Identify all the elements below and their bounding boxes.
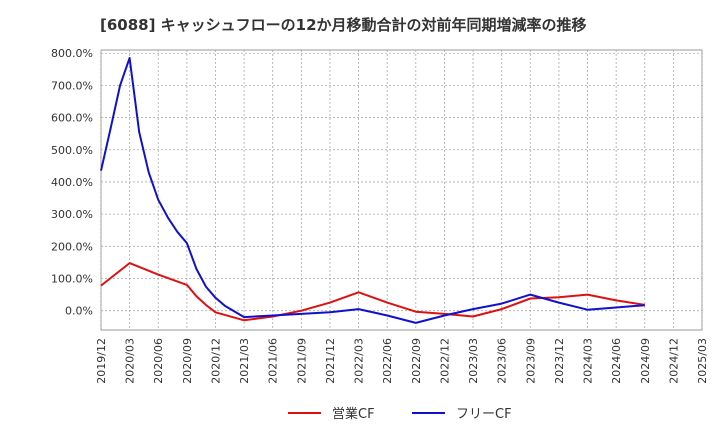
chart-title: [6088] キャッシュフローの12か月移動合計の対前年同期増減率の推移 — [100, 16, 587, 34]
x-tick-label: 2021/12 — [324, 338, 337, 384]
y-tick-label: 100.0% — [51, 273, 93, 286]
y-tick-label: 800.0% — [51, 47, 93, 60]
x-tick-label: 2022/09 — [410, 338, 423, 384]
x-tick-label: 2023/12 — [553, 338, 566, 384]
y-tick-label: 600.0% — [51, 112, 93, 125]
y-tick-label: 500.0% — [51, 144, 93, 157]
series-line-2 — [100, 57, 645, 324]
x-tick-label: 2022/03 — [353, 338, 366, 384]
series-layer — [100, 57, 645, 324]
y-tick-label: 300.0% — [51, 208, 93, 221]
y-tick-label: 400.0% — [51, 176, 93, 189]
x-tick-label: 2025/03 — [696, 338, 709, 384]
x-tick-label: 2021/06 — [267, 338, 280, 384]
x-tick-label: 2019/12 — [95, 338, 108, 384]
x-tick-label: 2021/09 — [295, 338, 308, 384]
x-tick-label: 2020/03 — [124, 338, 137, 384]
y-tick-label: 700.0% — [51, 79, 93, 92]
x-tick-label: 2020/09 — [181, 338, 194, 384]
legend: 営業CF フリーCF — [288, 406, 512, 422]
axis-layer: 0.0% 100.0% 200.0% 300.0% 400.0% 500.0% 600.0%… — [51, 47, 709, 383]
plot-frame — [100, 49, 703, 331]
x-tick-label: 2024/06 — [610, 338, 623, 384]
x-tick-label: 2020/12 — [209, 338, 222, 384]
x-tick-label: 2022/06 — [381, 338, 394, 384]
x-tick-label: 2024/09 — [639, 338, 652, 384]
x-tick-label: 2023/03 — [467, 338, 480, 384]
y-tick-label: 0.0% — [65, 305, 93, 318]
x-tick-label: 2021/03 — [238, 338, 251, 384]
legend-label-1: 営業CF — [332, 406, 375, 422]
y-tick-label: 200.0% — [51, 240, 93, 253]
grid-layer — [100, 49, 703, 331]
x-tick-label: 2020/06 — [152, 338, 165, 384]
x-tick-label: 2024/12 — [667, 338, 680, 384]
x-tick-label: 2024/03 — [582, 338, 595, 384]
legend-label-2: フリーCF — [456, 407, 512, 422]
x-tick-label: 2022/12 — [438, 338, 451, 384]
x-tick-label: 2023/09 — [524, 338, 537, 384]
x-tick-label: 2023/06 — [496, 338, 509, 384]
